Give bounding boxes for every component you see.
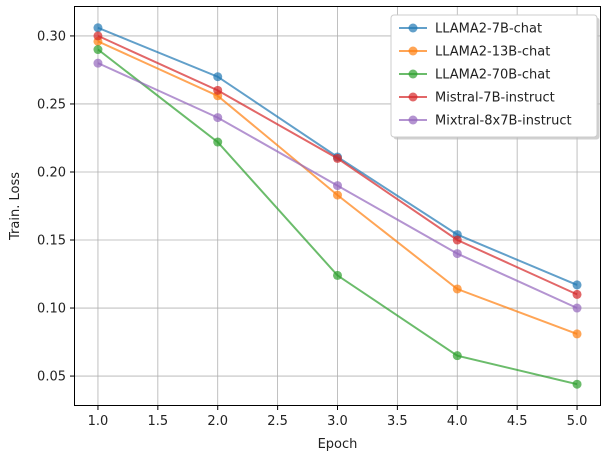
plot-frame [74,6,601,406]
x-tick-label: 1.0 [88,414,109,429]
y-axis-label: Train. Loss [8,172,23,241]
legend: LLAMA2-7B-chat LLAMA2-13B-chat LLAMA2-70B-… [390,14,600,140]
data-point [213,85,223,95]
data-point [333,190,342,200]
x-tick-label: 5.0 [567,414,588,429]
data-point [572,379,582,389]
data-point [93,31,103,41]
y-tick-label: 0.15 [37,234,66,249]
legend-label: Mistral-7B-instruct [435,91,555,106]
x-axis-label: Epoch [318,437,358,452]
series-group [93,23,582,389]
y-tick-label: 0.20 [37,165,66,180]
data-point [452,351,462,361]
series-mixtral-8x7b-instruct [93,58,582,313]
legend-entry-llama2-70b-chat: LLAMA2-70B-chat [399,68,550,83]
legend-box [390,14,598,138]
legend-entry-mixtral-8x7b-instruct: Mixtral-8x7B-instruct [399,114,572,129]
data-point [333,181,342,191]
ticks: 1.0 1.5 2.0 2.5 3.0 3.5 4.0 4.5 5.0 0.05 0.10 0.15 0… [37,29,587,429]
legend-entry-llama2-13b-chat: LLAMA2-13B-chat [399,45,550,60]
legend-label: LLAMA2-7B-chat [435,22,542,37]
data-point [452,284,462,294]
legend-label: LLAMA2-13B-chat [435,45,550,60]
data-point [333,153,342,163]
y-tick-label: 0.05 [37,370,66,385]
data-point [213,72,223,82]
data-point [93,58,103,68]
y-tick-label: 0.25 [37,97,66,112]
x-tick-label: 3.0 [327,414,348,429]
data-point [572,303,582,313]
legend-marker [408,92,418,102]
data-point [93,45,103,55]
y-tick-label: 0.10 [37,302,66,317]
data-point [93,23,103,33]
legend-marker [408,23,418,33]
data-point [452,249,462,259]
legend-entry-mistral-7b-instruct: Mistral-7B-instruct [399,91,555,106]
data-point [333,270,342,280]
data-point [572,280,582,290]
x-tick-label: 2.0 [207,414,228,429]
data-point [572,329,582,339]
legend-label: LLAMA2-70B-chat [435,68,550,83]
legend-marker [408,46,418,56]
data-point [213,113,223,123]
data-point [213,137,223,147]
legend-label: Mixtral-8x7B-instruct [435,114,572,129]
x-tick-label: 4.0 [447,414,468,429]
x-tick-label: 1.5 [147,414,168,429]
data-point [452,235,462,245]
legend-marker [408,69,418,79]
series-llama2-70b-chat [93,45,582,389]
series-mistral-7b-instruct [93,31,582,299]
x-tick-label: 2.5 [267,414,288,429]
data-point [572,289,582,299]
y-tick-label: 0.30 [37,29,66,44]
x-tick-label: 4.5 [507,414,528,429]
x-tick-label: 3.5 [387,414,408,429]
legend-entry-llama2-7b-chat: LLAMA2-7B-chat [399,22,542,37]
legend-marker [408,115,418,125]
